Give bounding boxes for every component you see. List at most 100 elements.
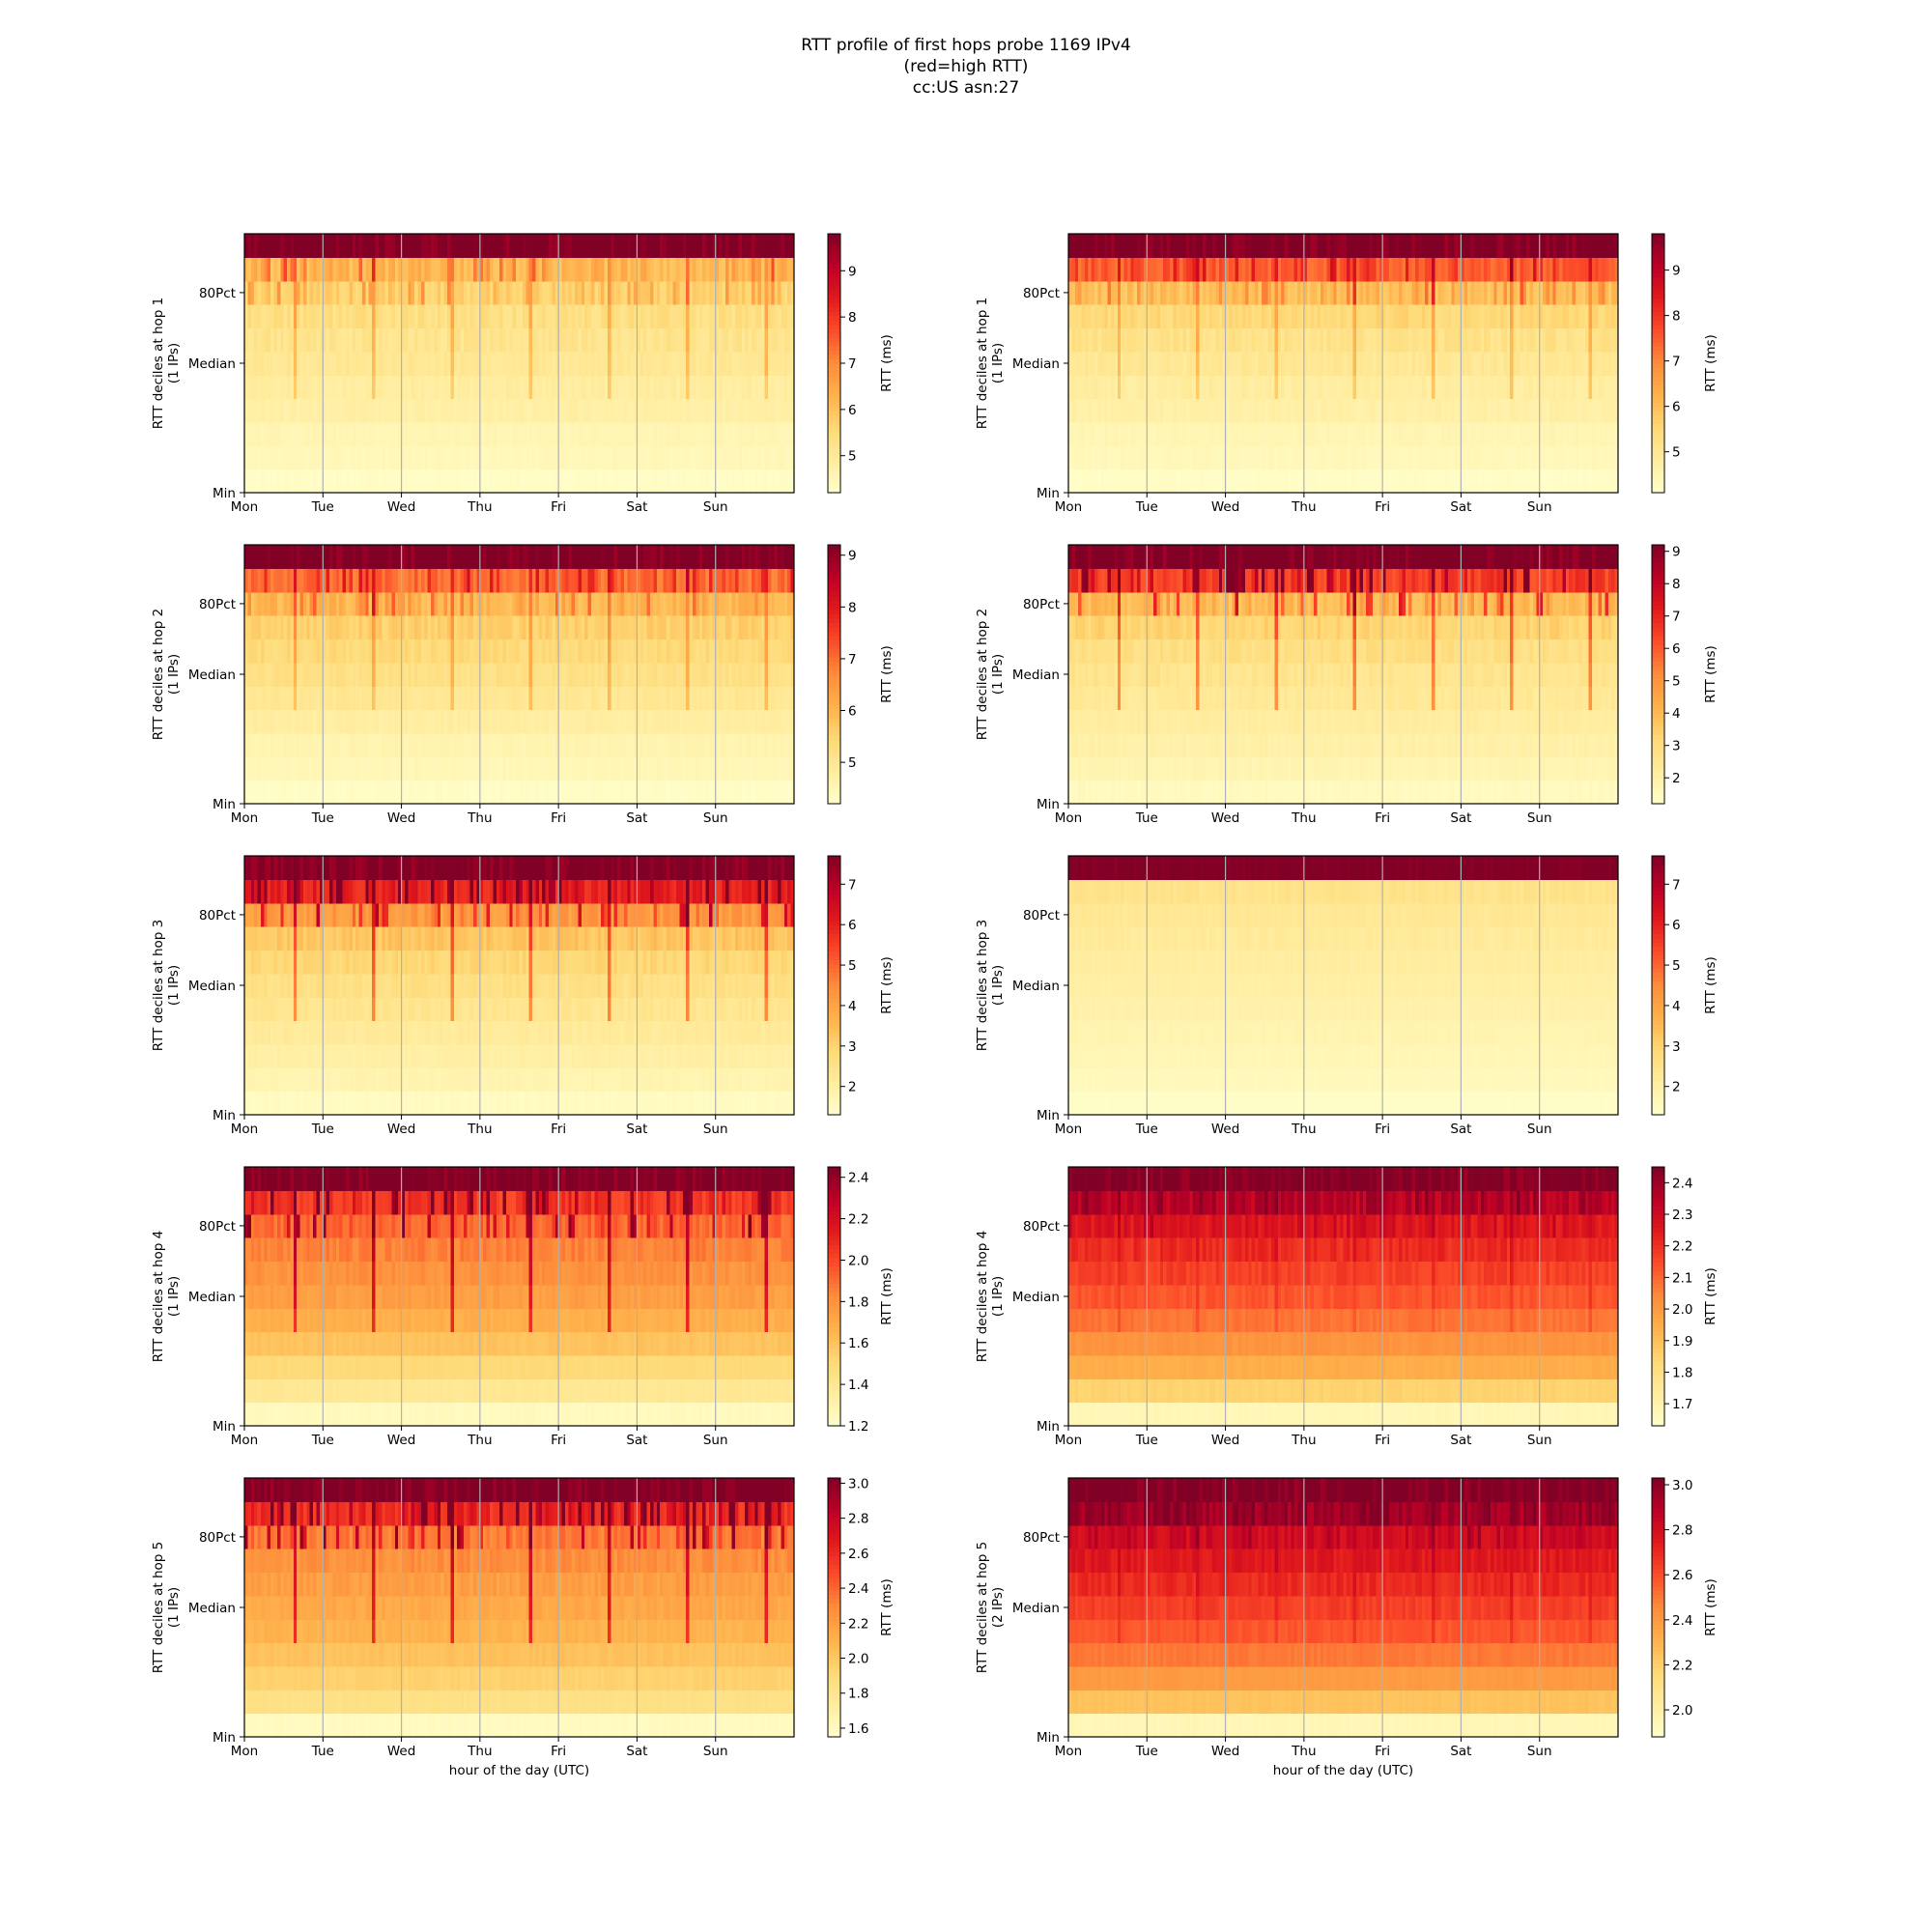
- heatmap-cell: [394, 257, 399, 282]
- heatmap-cell: [761, 304, 766, 329]
- heatmap-cell: [446, 257, 451, 282]
- heatmap-cell: [693, 375, 696, 400]
- heatmap-cell: [437, 375, 441, 400]
- heatmap-cell: [666, 375, 670, 400]
- heatmap-cell: [505, 351, 510, 376]
- colorbar-swatch: [1652, 475, 1664, 481]
- heatmap-cell: [575, 234, 580, 258]
- heatmap-cell: [457, 398, 462, 423]
- heatmap-cell: [420, 375, 425, 400]
- heatmap-cell: [676, 234, 681, 258]
- heatmap-cell: [411, 304, 415, 329]
- heatmap-cell: [702, 257, 707, 282]
- heatmap-cell: [479, 398, 484, 423]
- x-tick-label: Sat: [1450, 499, 1471, 515]
- heatmap-cell: [306, 469, 311, 494]
- heatmap-cell: [355, 280, 360, 305]
- heatmap-cell: [496, 234, 500, 258]
- heatmap-cell: [745, 375, 750, 400]
- heatmap-cell: [623, 375, 628, 400]
- heatmap-cell: [783, 327, 788, 353]
- heatmap-cell: [663, 469, 668, 494]
- heatmap-cell: [613, 375, 618, 400]
- heatmap-cell: [526, 375, 530, 400]
- heatmap-cell: [702, 351, 707, 376]
- heatmap-cell: [526, 257, 530, 282]
- heatmap-cell: [575, 398, 580, 423]
- heatmap-cell: [509, 327, 514, 353]
- colorbar-swatch: [1652, 350, 1664, 355]
- heatmap-cell: [715, 304, 720, 329]
- heatmap-cell: [715, 280, 720, 305]
- heatmap-cell: [417, 280, 422, 305]
- heatmap-cell: [394, 280, 399, 305]
- colorbar-swatch: [828, 346, 840, 352]
- heatmap-cell: [617, 257, 622, 282]
- heatmap-cell: [398, 234, 403, 258]
- heatmap-cell: [486, 257, 491, 282]
- heatmap-cell: [761, 280, 766, 305]
- heatmap-cell: [499, 351, 504, 376]
- heatmap-cell: [394, 375, 399, 400]
- heatmap-cell: [247, 398, 252, 423]
- heatmap-cell: [302, 257, 307, 282]
- colorbar-swatch: [828, 479, 840, 485]
- heatmap-cell: [571, 421, 576, 446]
- heatmap-cell: [297, 327, 301, 353]
- heatmap-cell: [679, 398, 684, 423]
- heatmap-cell: [623, 234, 628, 258]
- heatmap-cell: [457, 327, 462, 353]
- heatmap-cell: [457, 304, 462, 329]
- heatmap-cell: [708, 304, 713, 329]
- heatmap-cell: [250, 257, 255, 282]
- heatmap-cell: [414, 375, 419, 400]
- heatmap-cell: [712, 351, 717, 376]
- heatmap-cell: [604, 351, 609, 376]
- heatmap-cell: [656, 304, 661, 329]
- heatmap-cell: [394, 398, 399, 423]
- heatmap-cell: [293, 280, 298, 305]
- heatmap-cell: [264, 351, 269, 376]
- heatmap-cell: [453, 280, 458, 305]
- heatmap-cell: [463, 257, 468, 282]
- heatmap-cell: [607, 445, 611, 470]
- colorbar-swatch: [828, 250, 840, 256]
- heatmap-cell: [375, 375, 380, 400]
- heatmap-cell: [783, 469, 788, 494]
- heatmap-cell: [499, 469, 504, 494]
- heatmap-cell: [453, 304, 458, 329]
- heatmap-cell: [496, 304, 500, 329]
- heatmap-cell: [787, 469, 792, 494]
- colorbar-swatch: [1652, 363, 1664, 369]
- heatmap-cell: [437, 327, 441, 353]
- heatmap-cell: [581, 280, 585, 305]
- heatmap-cell: [696, 375, 700, 400]
- heatmap-cell: [299, 375, 304, 400]
- heatmap-cell: [443, 375, 448, 400]
- heatmap-cell: [473, 327, 478, 353]
- colorbar-swatch: [1652, 276, 1664, 282]
- x-tick-label: Thu: [1291, 499, 1316, 515]
- heatmap-cell: [302, 304, 307, 329]
- heatmap-cell: [679, 234, 684, 258]
- heatmap-cell: [660, 469, 665, 494]
- heatmap-cell: [512, 304, 517, 329]
- heatmap-cell: [708, 469, 713, 494]
- heatmap-cell: [542, 445, 547, 470]
- heatmap-cell: [276, 398, 281, 423]
- heatmap-cell: [254, 327, 259, 353]
- colorbar-swatch: [828, 311, 840, 317]
- heatmap-cell: [437, 257, 441, 282]
- heatmap-cell: [457, 351, 462, 376]
- heatmap-cell: [705, 234, 710, 258]
- heatmap-cell: [420, 351, 425, 376]
- heatmap-cell: [401, 327, 406, 353]
- heatmap-cell: [287, 257, 292, 282]
- heatmap-cell: [332, 280, 337, 305]
- heatmap-cell: [453, 421, 458, 446]
- heatmap-cell: [597, 327, 602, 353]
- heatmap-cell: [382, 421, 386, 446]
- heatmap-cell: [490, 280, 495, 305]
- heatmap-cell: [578, 375, 582, 400]
- heatmap-cell: [313, 257, 318, 282]
